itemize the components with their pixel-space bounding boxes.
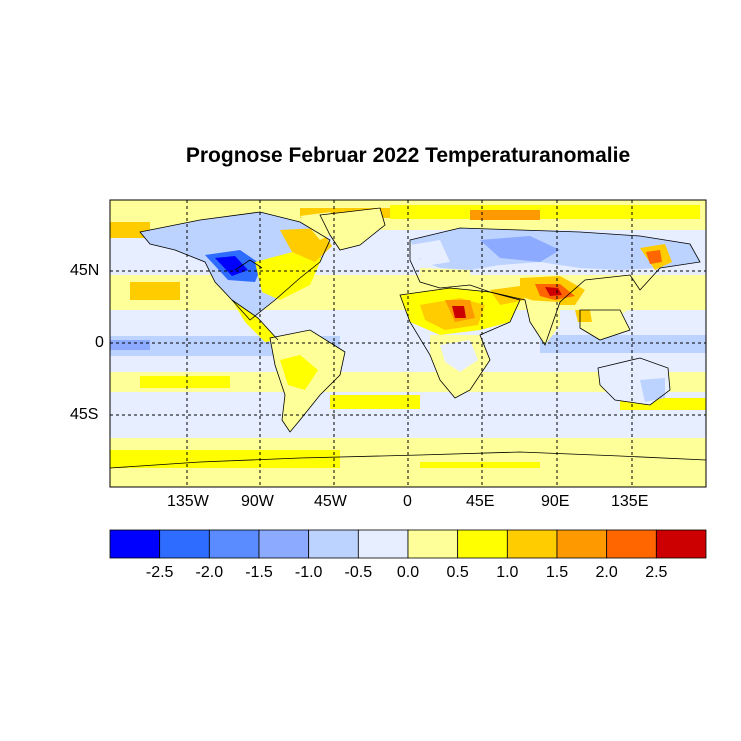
colorbar: [109, 529, 707, 559]
colorbar-label: -1.5: [245, 564, 273, 581]
lon-tick-135e: 135E: [611, 493, 649, 510]
colorbar-swatch: [159, 529, 210, 559]
lat-tick-0: 0: [95, 334, 104, 351]
colorbar-swatch: [506, 529, 558, 559]
colorbar-label: 1.0: [496, 564, 519, 581]
lon-tick-45w: 45W: [314, 493, 347, 510]
lon-tick-135w: 135W: [167, 493, 209, 510]
colorbar-swatch: [208, 529, 260, 559]
colorbar-label: 0.0: [396, 564, 420, 581]
colorbar-swatch: [109, 529, 161, 559]
map-frame: [109, 199, 707, 488]
colorbar-swatch: [457, 529, 508, 559]
colorbar-label: 2.5: [645, 564, 668, 581]
colorbar-label: -2.5: [145, 564, 174, 581]
colorbar-label: -2.0: [195, 564, 224, 581]
lon-tick-90w: 90W: [241, 493, 274, 510]
colorbar-label: 2.0: [595, 564, 618, 581]
colorbar-swatch: [556, 529, 608, 559]
colorbar-label: 0.5: [446, 564, 469, 581]
coastlines: [110, 207, 706, 469]
colorbar-swatch: [357, 529, 409, 559]
colorbar-swatch: [655, 529, 707, 559]
colorbar-swatch: [606, 529, 657, 559]
lon-tick-90e: 90E: [541, 493, 570, 510]
lat-tick-45n: 45N: [70, 262, 100, 279]
colorbar-swatch: [308, 529, 359, 559]
lon-tick-0: 0: [403, 493, 412, 510]
lat-tick-45s: 45S: [70, 406, 99, 423]
colorbar-label: -0.5: [344, 564, 373, 581]
map-title: Prognose Februar 2022 Temperaturanomalie: [185, 144, 631, 167]
colorbar-label: 1.5: [545, 564, 569, 581]
colorbar-label: -1.0: [294, 564, 323, 581]
colorbar-swatch: [407, 529, 459, 559]
lon-tick-45e: 45E: [466, 493, 495, 510]
colorbar-swatch: [258, 529, 310, 559]
